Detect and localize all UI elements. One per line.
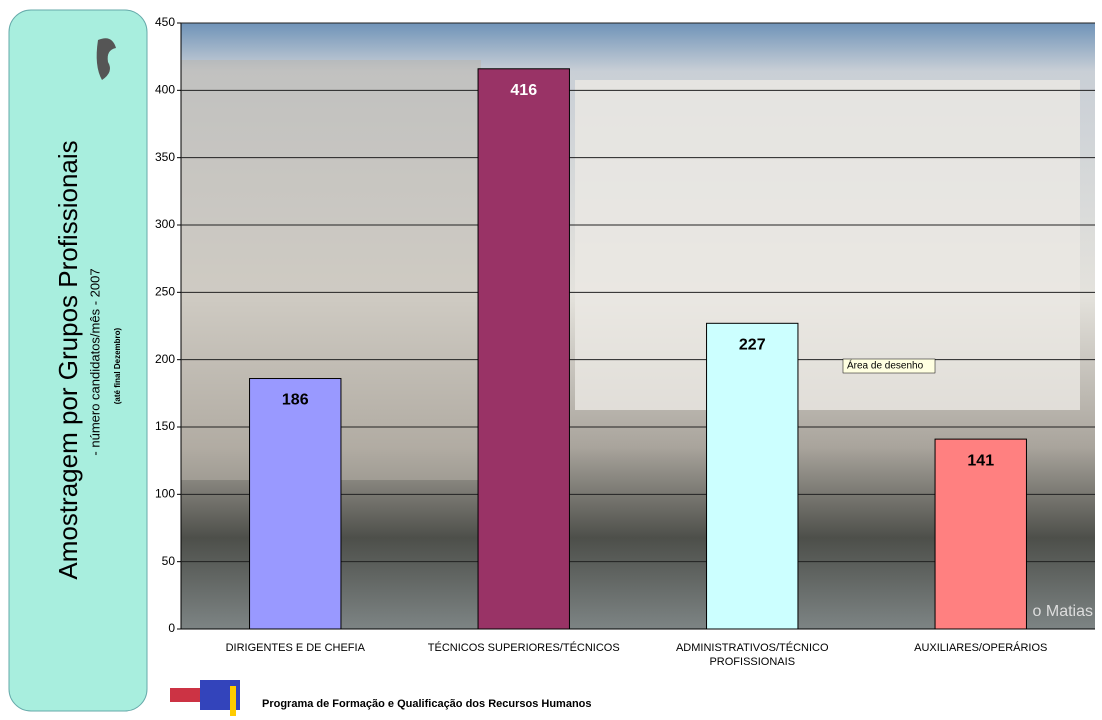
- footer-text: Programa de Formação e Qualificação dos …: [262, 698, 592, 710]
- watermark: o Matias: [1033, 603, 1093, 620]
- chart: Amostragem por Grupos Profissionais - nú…: [0, 0, 1102, 720]
- x-tick-label: DIRIGENTES E DE CHEFIA: [185, 641, 405, 655]
- y-tick-label: 150: [155, 419, 175, 433]
- x-tick-label: ADMINISTRATIVOS/TÉCNICO PROFISSIONAIS: [642, 641, 862, 669]
- y-tick-label: 100: [155, 487, 175, 501]
- chart-title: Amostragem por Grupos Profissionais: [53, 140, 83, 579]
- y-tick-label: 250: [155, 285, 175, 299]
- value-label: 141: [967, 452, 994, 469]
- value-label: 186: [282, 392, 309, 409]
- bar: [250, 379, 341, 629]
- building: [575, 80, 1080, 410]
- y-tick-label: 200: [155, 352, 175, 366]
- y-tick-label: 300: [155, 217, 175, 231]
- slide: Amostragem por Grupos Profissionais - nú…: [0, 0, 1102, 720]
- y-tick-label: 50: [162, 554, 176, 568]
- y-tick-label: 400: [155, 83, 175, 97]
- value-label: 416: [510, 82, 537, 99]
- chart-subtitle: - número candidatos/mês - 2007: [87, 268, 102, 455]
- bar: [478, 69, 569, 629]
- y-tick-label: 350: [155, 150, 175, 164]
- value-label: 227: [739, 337, 766, 354]
- y-tick-label: 450: [155, 15, 175, 29]
- x-tick-label: AUXILIARES/OPERÁRIOS: [871, 641, 1091, 655]
- bar: [707, 323, 798, 629]
- tooltip: Área de desenho: [847, 359, 924, 372]
- footer-logo: [230, 686, 236, 716]
- chart-note: (até final Dezembro): [113, 327, 122, 404]
- x-tick-label: TÉCNICOS SUPERIORES/TÉCNICOS: [414, 641, 634, 655]
- y-tick-label: 0: [168, 621, 175, 635]
